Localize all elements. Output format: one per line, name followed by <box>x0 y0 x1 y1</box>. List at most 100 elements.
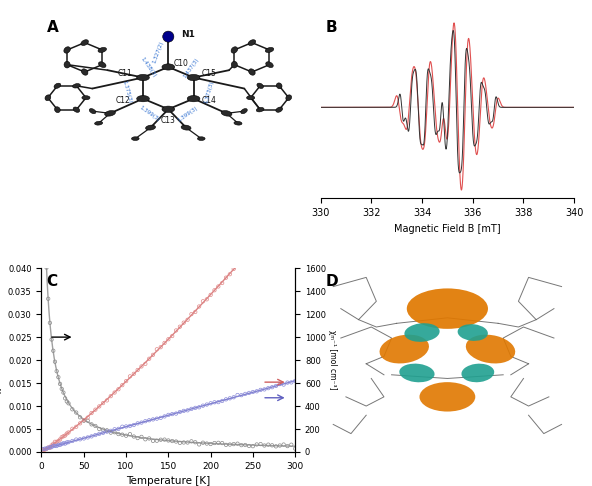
Point <box>217 397 227 405</box>
Point <box>79 417 89 425</box>
Point <box>256 386 265 394</box>
Point <box>42 445 52 452</box>
Text: D: D <box>326 274 338 289</box>
Point <box>210 439 219 447</box>
Text: C: C <box>47 274 57 289</box>
Point <box>148 437 157 445</box>
Point <box>252 441 262 449</box>
Ellipse shape <box>400 364 435 382</box>
Point <box>98 399 108 407</box>
Point <box>168 437 177 445</box>
Point <box>52 438 62 446</box>
Ellipse shape <box>221 111 232 116</box>
Ellipse shape <box>187 74 200 81</box>
Point <box>152 346 162 353</box>
Point <box>210 399 219 406</box>
Point <box>106 427 115 435</box>
Point <box>64 399 73 407</box>
Ellipse shape <box>95 122 102 125</box>
Point <box>140 360 150 368</box>
Point <box>268 383 277 391</box>
Point <box>49 442 58 450</box>
Ellipse shape <box>81 40 88 46</box>
Point <box>260 385 269 393</box>
Ellipse shape <box>187 96 200 102</box>
Point <box>91 422 100 430</box>
Point <box>72 435 81 443</box>
Point <box>38 119 48 126</box>
Ellipse shape <box>64 47 70 53</box>
Point <box>256 440 265 448</box>
Point <box>114 430 123 438</box>
Point <box>62 430 72 437</box>
Point <box>67 437 77 445</box>
Point <box>129 433 139 440</box>
Point <box>121 377 131 385</box>
Point <box>60 395 70 402</box>
Ellipse shape <box>234 122 242 125</box>
Point <box>106 429 115 436</box>
Point <box>287 200 296 208</box>
Point <box>168 332 177 340</box>
Point <box>291 377 300 385</box>
Point <box>163 335 173 343</box>
Point <box>275 213 285 221</box>
Ellipse shape <box>73 84 81 88</box>
Ellipse shape <box>163 31 174 42</box>
Point <box>271 218 281 226</box>
Point <box>57 440 66 448</box>
Point <box>57 385 66 393</box>
Point <box>129 370 139 378</box>
Point <box>240 441 250 449</box>
Point <box>118 423 127 431</box>
Point <box>49 347 58 355</box>
Point <box>152 415 162 422</box>
Point <box>283 206 292 213</box>
Point <box>54 373 63 381</box>
Point <box>87 420 96 428</box>
Point <box>49 440 58 448</box>
Point <box>191 438 200 446</box>
Point <box>75 419 85 427</box>
Point <box>287 379 296 386</box>
Text: 1.438(3): 1.438(3) <box>139 56 157 79</box>
Point <box>121 422 131 430</box>
Point <box>137 433 146 441</box>
Point <box>98 426 108 434</box>
Point <box>126 422 135 430</box>
Point <box>126 372 135 380</box>
Ellipse shape <box>407 288 488 329</box>
Y-axis label: χₘ [cm³ mol⁻¹]: χₘ [cm³ mol⁻¹] <box>0 327 2 393</box>
Point <box>45 443 54 451</box>
Point <box>171 327 181 334</box>
Point <box>121 432 131 439</box>
Point <box>225 395 234 402</box>
Ellipse shape <box>45 95 51 101</box>
Point <box>283 379 292 386</box>
Text: C11: C11 <box>118 69 133 78</box>
Point <box>194 303 204 311</box>
Point <box>217 279 227 287</box>
Point <box>291 195 300 203</box>
Point <box>72 409 81 417</box>
Text: N1: N1 <box>181 30 195 39</box>
Point <box>202 295 211 303</box>
Point <box>163 411 173 419</box>
Point <box>50 438 60 446</box>
Point <box>287 441 296 449</box>
Point <box>229 440 239 448</box>
Point <box>283 442 292 450</box>
Text: C15: C15 <box>201 69 216 78</box>
Point <box>214 282 223 290</box>
Text: 1.373(3): 1.373(3) <box>203 80 214 104</box>
Ellipse shape <box>73 107 80 112</box>
Point <box>67 425 77 433</box>
Ellipse shape <box>276 83 282 89</box>
Point <box>83 434 92 441</box>
Ellipse shape <box>146 125 156 130</box>
Point <box>152 437 162 445</box>
Point <box>54 441 63 449</box>
Ellipse shape <box>286 95 292 101</box>
Point <box>148 416 157 423</box>
Point <box>102 428 112 435</box>
